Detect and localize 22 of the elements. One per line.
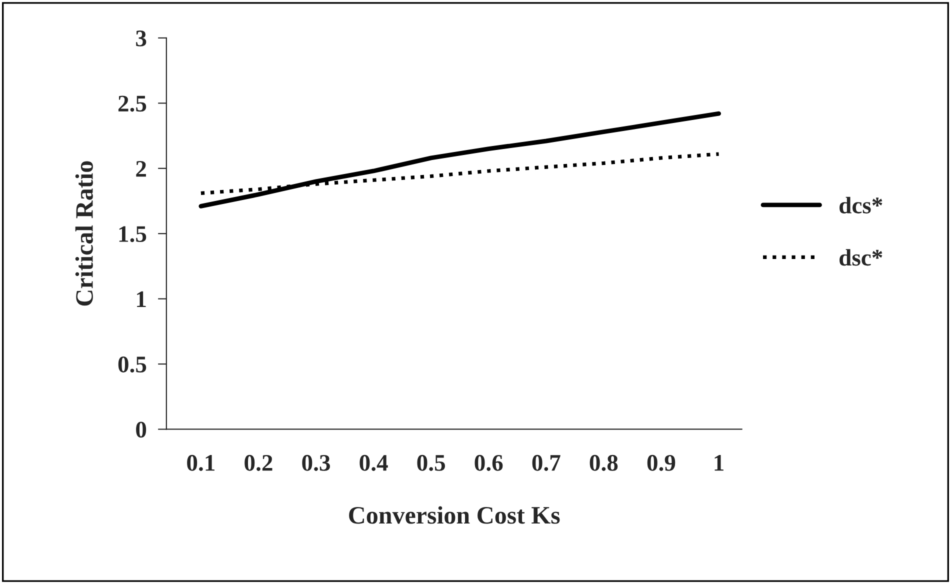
x-tick-label: 0.8 (590, 454, 618, 471)
x-tick-label: 0.5 (417, 454, 445, 471)
x-tick-label: 0.9 (647, 454, 676, 471)
y-tick-label: 1 (137, 291, 146, 308)
x-tick-label: 1 (714, 455, 724, 471)
x-tick-label: 0.4 (360, 454, 388, 471)
y-tick-label: 0.5 (118, 356, 146, 373)
x-tick-label: 0.2 (244, 454, 272, 471)
legend-label: dsc* (840, 249, 882, 266)
x-tick-label: 0.7 (532, 454, 560, 471)
y-axis-title: Critical Ratio (75, 161, 93, 306)
x-tick-label: 0.1 (187, 454, 214, 471)
y-tick-label: 3 (136, 30, 146, 46)
y-tick-label: 0 (136, 422, 146, 438)
y-tick-label: 2.5 (118, 96, 146, 112)
line-series (198, 111, 721, 208)
x-tick-label: 0.6 (474, 454, 503, 471)
legend-label: dcs* (840, 196, 882, 214)
y-tick-label: 1.5 (119, 226, 146, 242)
y-tick-label: 2 (136, 160, 146, 177)
x-axis-title: Conversion Cost Ks (349, 506, 560, 524)
x-tick-label: 0.3 (302, 454, 330, 471)
